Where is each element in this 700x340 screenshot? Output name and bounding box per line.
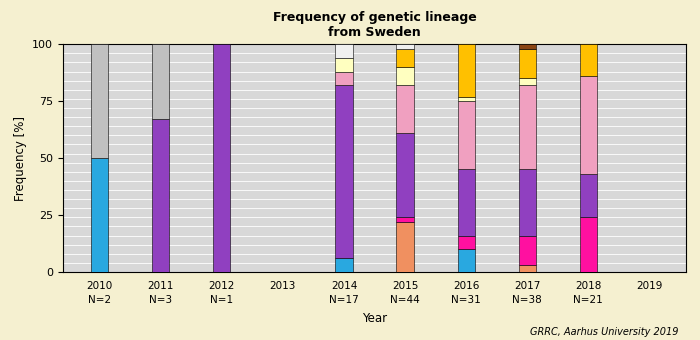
Bar <box>519 85 536 169</box>
Y-axis label: Frequency [%]: Frequency [%] <box>14 116 27 201</box>
Bar <box>396 222 414 272</box>
Bar <box>519 44 536 49</box>
Text: N=17: N=17 <box>329 295 359 305</box>
Title: Frequency of genetic lineage
from Sweden: Frequency of genetic lineage from Sweden <box>272 11 477 39</box>
Bar <box>458 249 475 272</box>
Bar <box>519 265 536 272</box>
Text: 2015: 2015 <box>392 281 418 291</box>
Text: N=21: N=21 <box>573 295 603 305</box>
Bar <box>458 169 475 236</box>
Bar <box>214 44 230 272</box>
Text: 2013: 2013 <box>270 281 296 291</box>
Bar <box>580 217 597 272</box>
Bar <box>458 236 475 249</box>
Bar <box>396 133 414 217</box>
Bar <box>396 67 414 85</box>
Bar <box>396 217 414 222</box>
Bar <box>396 49 414 67</box>
Bar <box>335 258 353 272</box>
Text: N=31: N=31 <box>452 295 481 305</box>
Bar <box>91 158 108 272</box>
Text: N=2: N=2 <box>88 295 111 305</box>
Bar <box>335 58 353 71</box>
Bar <box>519 79 536 85</box>
Bar <box>335 44 353 58</box>
Bar <box>396 85 414 133</box>
Bar <box>458 97 475 101</box>
Text: N=38: N=38 <box>512 295 542 305</box>
Bar <box>335 85 353 258</box>
Bar <box>152 44 169 119</box>
Bar <box>152 119 169 272</box>
Bar <box>335 71 353 85</box>
Text: 2011: 2011 <box>148 281 174 291</box>
Text: 2018: 2018 <box>575 281 601 291</box>
X-axis label: Year: Year <box>362 312 387 325</box>
Bar <box>580 44 597 76</box>
Text: 2016: 2016 <box>453 281 480 291</box>
Bar <box>458 101 475 169</box>
Bar <box>519 49 536 79</box>
Bar <box>91 44 108 158</box>
Text: GRRC, Aarhus University 2019: GRRC, Aarhus University 2019 <box>531 327 679 337</box>
Text: 2014: 2014 <box>331 281 357 291</box>
Text: 2019: 2019 <box>636 281 662 291</box>
Bar <box>580 174 597 217</box>
Text: N=3: N=3 <box>149 295 172 305</box>
Bar <box>519 169 536 236</box>
Text: 2012: 2012 <box>209 281 235 291</box>
Bar <box>396 44 414 49</box>
Text: 2010: 2010 <box>87 281 113 291</box>
Bar <box>519 236 536 265</box>
Bar <box>580 76 597 174</box>
Text: 2017: 2017 <box>514 281 540 291</box>
Text: N=44: N=44 <box>390 295 420 305</box>
Bar <box>458 44 475 97</box>
Text: N=1: N=1 <box>210 295 233 305</box>
